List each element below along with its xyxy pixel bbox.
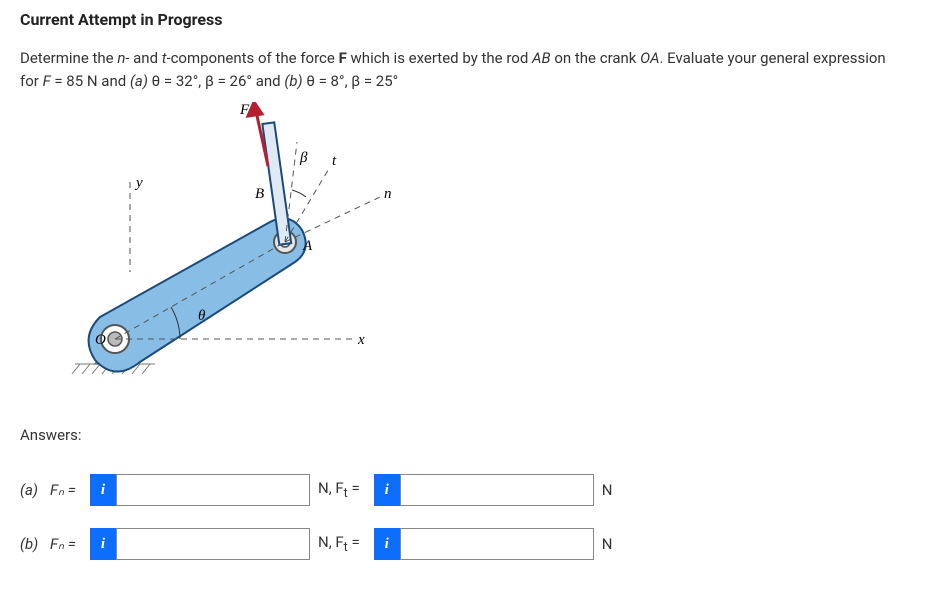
fn-input-a[interactable] xyxy=(116,474,310,506)
text: N, F xyxy=(318,479,344,497)
label-theta: θ xyxy=(198,308,206,324)
info-icon[interactable]: i xyxy=(374,528,400,560)
label-y: y xyxy=(134,175,143,191)
label-n: n xyxy=(384,186,392,202)
text: n- xyxy=(117,49,129,67)
text: AB xyxy=(532,49,551,67)
label-t: t xyxy=(332,153,337,169)
answer-row-a: (a) Fₙ = i N, Ft = i N xyxy=(20,474,923,506)
section-title: Current Attempt in Progress xyxy=(20,10,923,29)
label-O: O xyxy=(95,332,106,348)
part-label: (a) xyxy=(20,481,50,499)
info-icon[interactable]: i xyxy=(90,528,116,560)
problem-figure: F B A O β θ t n x y xyxy=(40,102,923,406)
text: for xyxy=(20,72,43,90)
label-beta: β xyxy=(299,150,308,166)
text: θ = 32°, β = 26° and xyxy=(148,72,284,90)
text: (a) xyxy=(130,72,148,90)
text: N, F xyxy=(318,533,344,551)
unit-end: N xyxy=(602,535,613,553)
label-A: A xyxy=(302,238,313,254)
label-F: F xyxy=(239,102,250,118)
unit-mid: N, Ft = xyxy=(318,533,360,555)
text: OA xyxy=(640,49,659,67)
text: Determine the xyxy=(20,49,117,67)
fn-input-b[interactable] xyxy=(116,528,310,560)
unit-end: N xyxy=(602,481,613,499)
text: F xyxy=(43,72,51,90)
text: θ = 8°, β = 25° xyxy=(303,72,399,90)
fn-label: Fₙ = xyxy=(50,481,90,499)
problem-prompt: Determine the n- and t-components of the… xyxy=(20,47,923,92)
info-icon[interactable]: i xyxy=(90,474,116,506)
text: t- xyxy=(162,49,171,67)
ft-input-b[interactable] xyxy=(400,528,594,560)
text: = 85 N and xyxy=(51,72,130,90)
part-label: (b) xyxy=(20,535,50,553)
fn-label: Fₙ = xyxy=(50,535,90,553)
text: . Evaluate your general expression xyxy=(659,49,885,67)
text: F xyxy=(339,49,347,67)
label-B: B xyxy=(255,186,264,202)
text: (b) xyxy=(284,72,302,90)
answers-heading: Answers: xyxy=(20,426,923,444)
unit-mid: N, Ft = xyxy=(318,479,360,501)
text: = xyxy=(348,479,360,497)
ft-input-a[interactable] xyxy=(400,474,594,506)
answer-row-b: (b) Fₙ = i N, Ft = i N xyxy=(20,528,923,560)
text: components of the force xyxy=(171,49,339,67)
label-x: x xyxy=(357,332,365,348)
text: on the crank xyxy=(551,49,641,67)
text: and xyxy=(129,49,161,67)
text: which is exerted by the rod xyxy=(347,49,532,67)
info-icon[interactable]: i xyxy=(374,474,400,506)
text: = xyxy=(348,533,360,551)
